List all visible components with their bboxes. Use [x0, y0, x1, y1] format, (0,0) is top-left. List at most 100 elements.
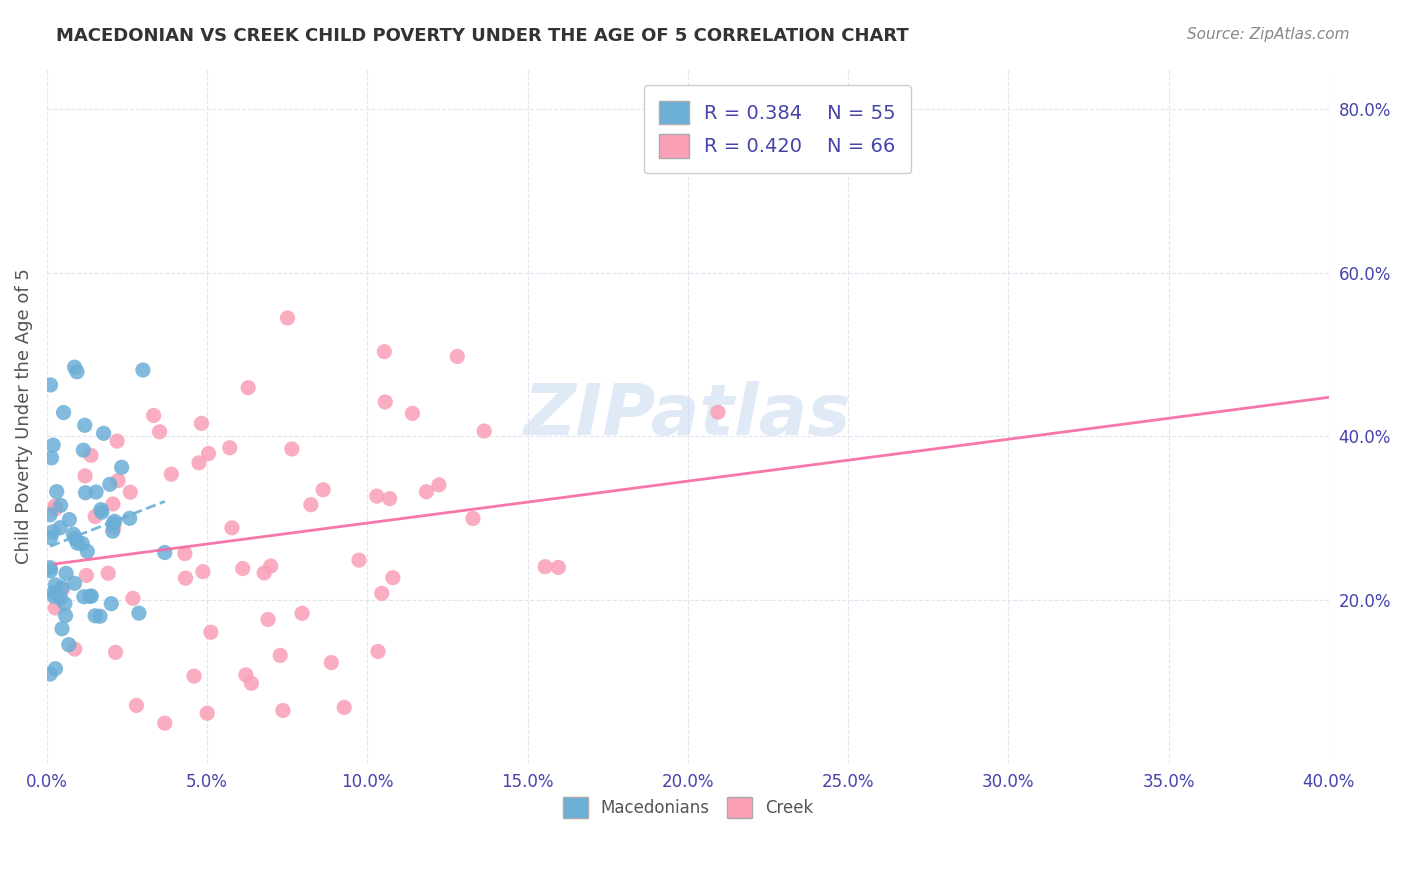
Point: [281, 442, 304, 456]
Point: [63, 360, 86, 375]
Point: [446, 350, 468, 364]
Point: [70, 536, 93, 550]
Point: [236, 381, 259, 395]
Point: [75, 568, 97, 582]
Point: [373, 344, 395, 359]
Point: [107, 474, 129, 488]
Point: [44, 499, 66, 513]
Point: [72, 443, 94, 458]
Point: [101, 524, 124, 538]
Point: [173, 547, 195, 561]
Point: [232, 561, 254, 575]
Point: [42, 438, 65, 452]
Point: [58, 513, 80, 527]
Point: [55, 566, 77, 581]
Point: [195, 706, 218, 721]
Point: [73, 468, 96, 483]
Point: [190, 417, 212, 431]
Point: [366, 489, 388, 503]
Point: [44, 501, 66, 516]
Point: [93, 426, 115, 441]
Point: [218, 441, 240, 455]
Point: [312, 483, 335, 497]
Point: [73, 590, 96, 604]
Point: [153, 545, 176, 559]
Point: [427, 478, 450, 492]
Point: [197, 446, 219, 460]
Point: [221, 521, 243, 535]
Legend: Macedonians, Creek: Macedonians, Creek: [555, 790, 820, 824]
Point: [120, 485, 142, 500]
Point: [101, 497, 124, 511]
Y-axis label: Child Poverty Under the Age of 5: Child Poverty Under the Age of 5: [15, 268, 32, 564]
Point: [174, 571, 197, 585]
Point: [374, 395, 396, 409]
Point: [367, 644, 389, 658]
Point: [84, 509, 107, 524]
Point: [122, 591, 145, 606]
Point: [51, 581, 73, 595]
Point: [84, 608, 107, 623]
Point: [76, 544, 98, 558]
Point: [269, 648, 291, 663]
Point: [65, 531, 87, 545]
Point: [188, 456, 211, 470]
Point: [63, 576, 86, 591]
Point: [55, 608, 77, 623]
Point: [51, 582, 73, 597]
Point: [534, 559, 557, 574]
Point: [39, 531, 62, 545]
Point: [58, 638, 80, 652]
Point: [49, 521, 72, 535]
Point: [51, 622, 73, 636]
Point: [75, 485, 97, 500]
Point: [240, 676, 263, 690]
Point: [97, 566, 120, 581]
Point: [41, 450, 63, 465]
Point: [160, 467, 183, 482]
Point: [183, 669, 205, 683]
Point: [321, 656, 343, 670]
Point: [39, 564, 62, 578]
Point: [73, 418, 96, 433]
Point: [142, 409, 165, 423]
Point: [42, 585, 65, 599]
Point: [44, 578, 66, 592]
Point: [42, 589, 65, 603]
Point: [66, 536, 89, 550]
Point: [100, 597, 122, 611]
Point: [45, 484, 67, 499]
Point: [191, 565, 214, 579]
Point: [52, 406, 75, 420]
Point: [299, 498, 322, 512]
Point: [39, 667, 62, 681]
Point: [44, 601, 66, 615]
Point: [253, 566, 276, 580]
Point: [80, 448, 103, 462]
Point: [39, 378, 62, 392]
Point: [84, 485, 107, 500]
Point: [89, 609, 111, 624]
Point: [707, 405, 730, 419]
Point: [461, 511, 484, 525]
Point: [125, 698, 148, 713]
Point: [49, 499, 72, 513]
Point: [90, 502, 112, 516]
Point: [333, 700, 356, 714]
Point: [105, 434, 128, 448]
Point: [381, 571, 404, 585]
Point: [44, 662, 66, 676]
Point: [103, 520, 125, 534]
Point: [90, 505, 112, 519]
Text: MACEDONIAN VS CREEK CHILD POVERTY UNDER THE AGE OF 5 CORRELATION CHART: MACEDONIAN VS CREEK CHILD POVERTY UNDER …: [56, 27, 910, 45]
Point: [378, 491, 401, 506]
Point: [49, 591, 72, 605]
Point: [153, 716, 176, 731]
Point: [98, 477, 121, 491]
Point: [39, 560, 62, 574]
Point: [111, 460, 134, 475]
Point: [257, 612, 280, 626]
Point: [200, 625, 222, 640]
Point: [66, 365, 89, 379]
Point: [42, 524, 65, 539]
